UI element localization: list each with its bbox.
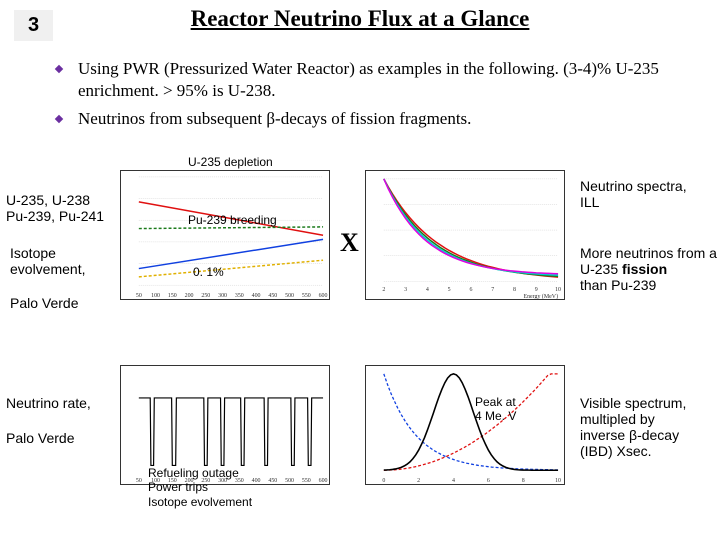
svg-text:10: 10 — [555, 478, 561, 484]
bullet-item: Using PWR (Pressurized Water Reactor) as… — [54, 58, 700, 102]
label-pu239-breeding: Pu-239 breeding — [188, 213, 277, 227]
svg-text:8: 8 — [522, 478, 525, 484]
label-peak-4mev: Peak at 4 Me. V — [475, 395, 516, 424]
svg-text:150: 150 — [168, 293, 177, 299]
label-refueling: Refueling outage Power trips Isotope evo… — [148, 466, 252, 509]
chart-neutrino-spectra: 2 3 4 5 6 7 8 9 10Energy (MeV) — [365, 170, 565, 300]
svg-text:3: 3 — [404, 287, 407, 293]
svg-text:5: 5 — [448, 287, 451, 293]
multiply-symbol: X — [340, 228, 359, 258]
svg-text:0: 0 — [382, 478, 385, 484]
svg-text:550: 550 — [302, 478, 311, 484]
bullet-item: Neutrinos from subsequent β-decays of fi… — [54, 108, 700, 130]
svg-text:250: 250 — [201, 293, 210, 299]
svg-text:450: 450 — [268, 478, 277, 484]
chart-visible-spectrum: 0 2 4 6 8 10 — [365, 365, 565, 485]
svg-text:400: 400 — [252, 478, 261, 484]
svg-text:450: 450 — [268, 293, 277, 299]
text-span: than Pu-239 — [580, 277, 656, 293]
svg-text:10: 10 — [555, 287, 561, 293]
label-visible-spectrum: Visible spectrum, multipled by inverse β… — [580, 395, 686, 459]
bullet-text: Neutrinos from subsequent β-decays of fi… — [78, 108, 471, 130]
svg-text:Energy (MeV): Energy (MeV) — [523, 293, 558, 299]
label-neutrino-spectra: Neutrino spectra, ILL — [580, 178, 687, 210]
label-palo-verde-2: Palo Verde — [6, 430, 75, 446]
svg-text:600: 600 — [319, 478, 328, 484]
svg-text:4: 4 — [426, 287, 429, 293]
svg-text:600: 600 — [319, 293, 328, 299]
svg-text:500: 500 — [285, 478, 294, 484]
svg-text:8: 8 — [513, 287, 516, 293]
label-u235-depletion: U-235 depletion — [188, 155, 273, 169]
diamond-bullet-icon — [54, 114, 64, 124]
chart-isotope-evolvement: 50 100 150 200 250 300 350 400 450 500 550 600 — [120, 170, 330, 300]
text-bold: fission — [622, 261, 667, 277]
slide-title: Reactor Neutrino Flux at a Glance — [191, 6, 530, 32]
bullet-list: Using PWR (Pressurized Water Reactor) as… — [54, 58, 700, 136]
svg-text:6: 6 — [469, 287, 472, 293]
svg-text:200: 200 — [185, 293, 194, 299]
svg-text:50: 50 — [136, 478, 142, 484]
svg-text:100: 100 — [151, 293, 160, 299]
bullet-text: Using PWR (Pressurized Water Reactor) as… — [78, 58, 700, 102]
svg-text:550: 550 — [302, 293, 311, 299]
svg-text:350: 350 — [235, 293, 244, 299]
svg-text:6: 6 — [487, 478, 490, 484]
label-more-neutrinos: More neutrinos from a U-235 fission than… — [580, 245, 720, 293]
page-number: 3 — [14, 10, 53, 41]
svg-text:2: 2 — [382, 287, 385, 293]
svg-text:9: 9 — [535, 287, 538, 293]
svg-text:7: 7 — [491, 287, 494, 293]
label-pct01: 0. 1% — [193, 265, 224, 279]
label-isotope-list: U-235, U-238 Pu-239, Pu-241 — [6, 192, 104, 224]
diamond-bullet-icon — [54, 64, 64, 74]
svg-text:4: 4 — [452, 478, 455, 484]
label-isotope-evolvement: Isotope evolvement, — [10, 245, 85, 277]
svg-text:2: 2 — [417, 478, 420, 484]
label-neutrino-rate: Neutrino rate, — [6, 395, 91, 411]
svg-text:50: 50 — [136, 293, 142, 299]
svg-text:400: 400 — [252, 293, 261, 299]
svg-text:300: 300 — [218, 293, 227, 299]
label-palo-verde-1: Palo Verde — [10, 295, 79, 311]
svg-text:500: 500 — [285, 293, 294, 299]
